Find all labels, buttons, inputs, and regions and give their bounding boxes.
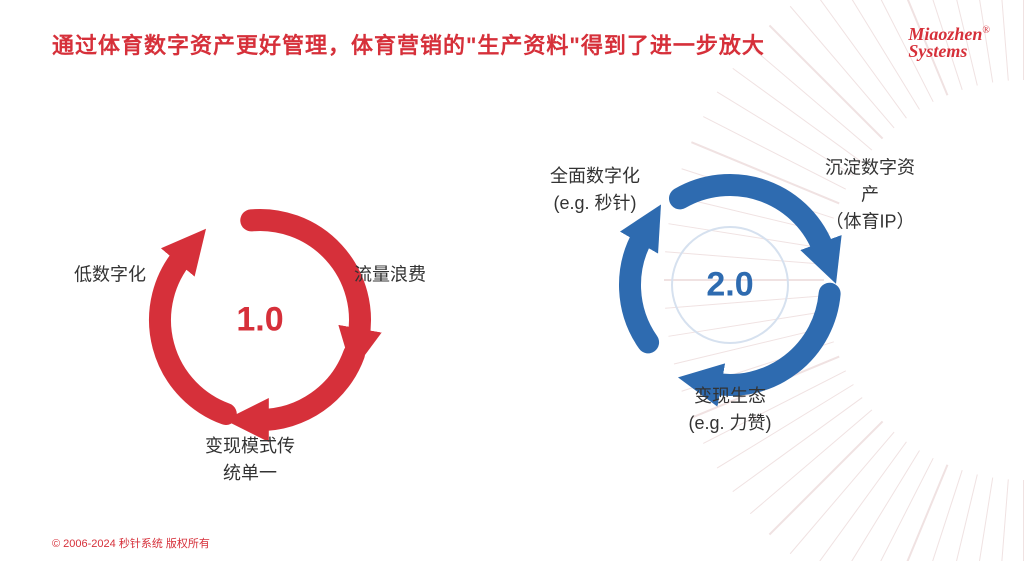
cycle-node-label: 变现模式传 xyxy=(205,436,295,456)
cycle-node: 沉淀数字资产（体育IP） xyxy=(825,155,915,236)
cycle-node-label: 变现生态 xyxy=(694,386,766,406)
logo-line2: Systems xyxy=(908,43,990,60)
cycle-node-sublabel: (e.g. 秒针) xyxy=(550,190,640,217)
cycle-node-label: 低数字化 xyxy=(74,265,146,285)
cycle-node-sublabel: (e.g. 力赞) xyxy=(688,410,771,437)
cycle-node-label: 全面数字化 xyxy=(550,166,640,186)
cycle-node-sublabel: （体育IP） xyxy=(825,209,915,236)
copyright-footer: © 2006-2024 秒针系统 版权所有 xyxy=(52,535,210,551)
cycle-node: 变现生态 (e.g. 力赞) xyxy=(688,383,771,437)
cycle-arrow xyxy=(680,185,824,251)
right-cycle: 2.0 全面数字化 (e.g. 秒针) 沉淀数字资产（体育IP） 变现生态 (e.g. … xyxy=(530,110,950,510)
cycle-node-label: 沉淀数字资 xyxy=(825,158,915,178)
cycle-arrow xyxy=(630,235,648,342)
page-title: 通过体育数字资产更好管理，体育营销的"生产资料"得到了进一步放大 xyxy=(52,28,765,60)
brand-logo: Miaozhen® Systems xyxy=(908,26,990,60)
left-cycle-center: 1.0 xyxy=(236,301,283,340)
cycle-arrow xyxy=(713,294,830,385)
cycle-node: 全面数字化 (e.g. 秒针) xyxy=(550,163,640,217)
cycle-node-label: 流量浪费 xyxy=(354,265,426,285)
right-cycle-center: 2.0 xyxy=(706,266,753,305)
cycle-node: 低数字化 xyxy=(74,262,146,289)
cycle-arrow xyxy=(160,256,226,414)
logo-registered: ® xyxy=(982,25,990,36)
cycle-node: 流量浪费 xyxy=(354,262,426,289)
left-cycle: 1.0 低数字化流量浪费变现模式传统单一 xyxy=(80,140,440,500)
cycle-node: 变现模式传统单一 xyxy=(205,433,295,487)
cycle-node-sublabel: 统单一 xyxy=(205,460,295,487)
cycle-node-label-line2: 产 xyxy=(825,182,915,209)
cycle-arrow xyxy=(260,354,354,420)
